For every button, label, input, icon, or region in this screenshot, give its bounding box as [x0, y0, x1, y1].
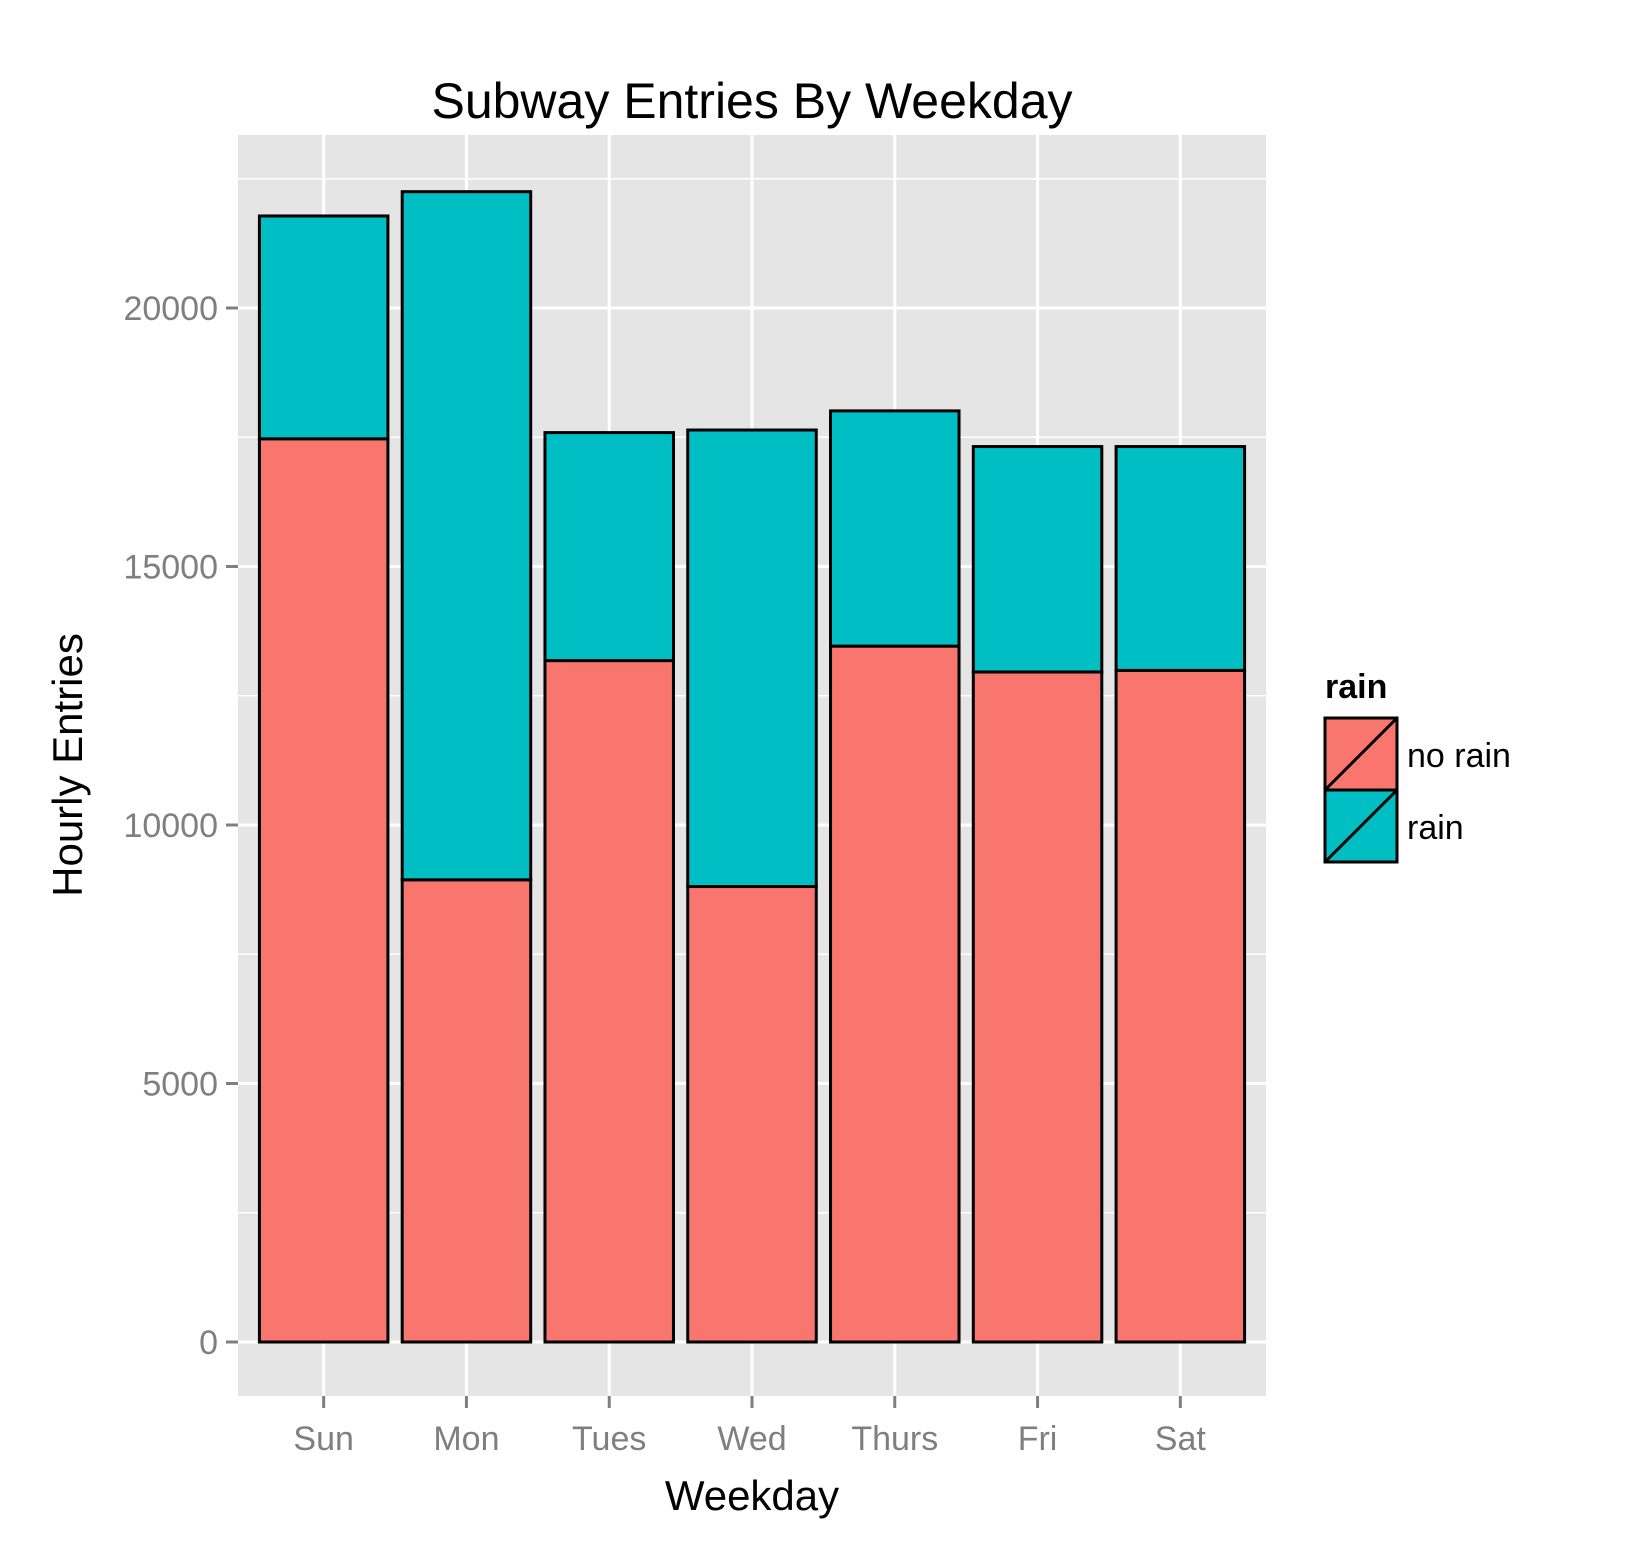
legend-key-slash — [1323, 716, 1399, 792]
y-axis-title: Hourly Entries — [44, 633, 91, 897]
y-tick-label: 0 — [199, 1324, 218, 1362]
x-tick-label: Sun — [293, 1420, 354, 1458]
bar-sun-rain — [257, 214, 390, 441]
legend-item-rain: rain — [1323, 788, 1464, 864]
y-tick-label: 5000 — [142, 1066, 218, 1104]
y-axis: 0 5000 10000 15000 20000 — [123, 290, 238, 1362]
legend-label-no-rain: no rain — [1407, 737, 1511, 775]
bar-mon-no-rain — [400, 878, 533, 1344]
bar-wed-rain — [686, 428, 818, 889]
bar-sat-no-rain — [1114, 668, 1247, 1344]
x-axis: Sun Mon Tues Wed Thurs Fri Sat — [293, 1396, 1206, 1458]
x-tick-label: Wed — [717, 1420, 786, 1458]
legend: rain no rain rain — [1323, 668, 1511, 864]
x-tick-label: Thurs — [851, 1420, 938, 1458]
legend-item-no-rain: no rain — [1323, 716, 1511, 792]
x-axis-title: Weekday — [665, 1472, 839, 1519]
x-tick-label: Fri — [1018, 1420, 1058, 1458]
legend-key-slash — [1323, 788, 1399, 864]
x-tick-label: Sat — [1155, 1420, 1207, 1458]
legend-label-rain: rain — [1407, 809, 1464, 847]
y-tick-label: 20000 — [123, 290, 218, 328]
bar-tues-rain — [543, 431, 675, 663]
legend-title: rain — [1325, 668, 1387, 706]
x-tick-label: Tues — [572, 1420, 646, 1458]
bar-sat-rain — [1114, 445, 1247, 672]
bar-thurs-rain — [829, 409, 961, 648]
bar-wed-no-rain — [686, 885, 818, 1344]
bar-fri-no-rain — [971, 670, 1104, 1344]
y-tick-label: 15000 — [123, 549, 218, 587]
bar-sun-no-rain — [257, 437, 390, 1344]
chart-title: Subway Entries By Weekday — [431, 73, 1072, 129]
bars — [257, 190, 1247, 1344]
bar-thurs-no-rain — [829, 644, 961, 1344]
x-tick-label: Mon — [433, 1420, 499, 1458]
bar-fri-rain — [971, 445, 1104, 674]
bar-tues-no-rain — [543, 659, 675, 1344]
y-tick-label: 10000 — [123, 807, 218, 845]
bar-mon-rain — [400, 190, 533, 882]
